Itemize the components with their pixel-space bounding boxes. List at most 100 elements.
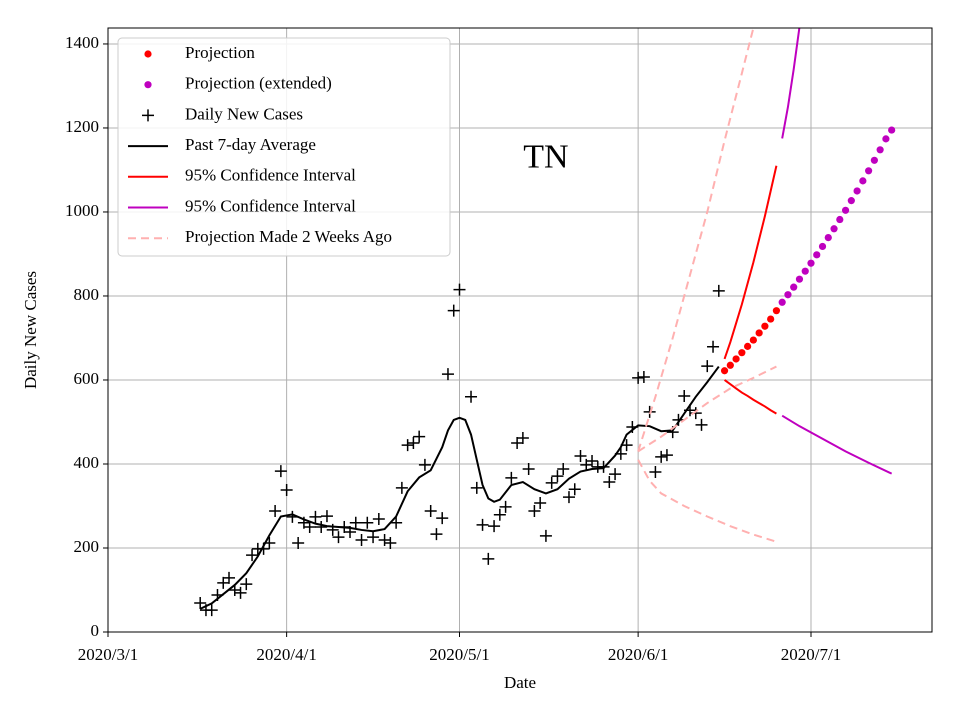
projection-dot bbox=[720, 367, 729, 375]
data-point bbox=[355, 534, 368, 547]
data-point bbox=[320, 510, 333, 523]
data-point bbox=[603, 476, 616, 489]
data-point bbox=[557, 463, 570, 476]
data-point bbox=[516, 431, 529, 444]
projection-dot bbox=[876, 146, 884, 154]
projection-dot bbox=[818, 242, 827, 251]
x-tick-label: 2020/4/1 bbox=[256, 645, 316, 664]
data-point bbox=[390, 516, 403, 529]
series-line bbox=[637, 28, 755, 452]
data-point bbox=[655, 450, 668, 463]
data-point bbox=[234, 586, 247, 599]
legend-label: 95% Confidence Interval bbox=[185, 166, 356, 185]
data-point bbox=[240, 578, 253, 591]
data-point bbox=[586, 455, 599, 468]
projection-dot bbox=[847, 197, 855, 205]
projection-dot bbox=[726, 361, 734, 369]
y-tick-label: 600 bbox=[74, 369, 100, 388]
projection-dot bbox=[732, 355, 740, 363]
projection-dot bbox=[744, 342, 752, 350]
legend-label: 95% Confidence Interval bbox=[185, 196, 356, 215]
data-point bbox=[246, 549, 259, 562]
y-tick-label: 400 bbox=[74, 453, 100, 472]
projection-dot bbox=[865, 167, 873, 175]
data-point bbox=[712, 284, 725, 297]
data-point bbox=[522, 463, 535, 476]
data-point bbox=[534, 497, 547, 510]
data-point bbox=[430, 528, 443, 541]
projection-dot bbox=[767, 315, 775, 323]
x-tick-label: 2020/6/1 bbox=[608, 645, 668, 664]
projection-dot bbox=[801, 267, 809, 275]
data-point bbox=[384, 536, 397, 549]
series-line bbox=[723, 165, 778, 360]
data-point bbox=[695, 418, 708, 431]
data-point bbox=[194, 597, 207, 610]
projection-dot bbox=[882, 135, 890, 143]
data-point bbox=[315, 520, 328, 533]
projection-dot bbox=[772, 307, 781, 315]
projection-dot bbox=[870, 156, 878, 164]
data-point bbox=[551, 470, 564, 483]
projection-dot bbox=[755, 329, 763, 337]
y-axis-label: Daily New Cases bbox=[21, 271, 40, 389]
axes: 2020/3/1 2020/4/1 2020/5/1 2020/6/1 2020/7/1… bbox=[65, 33, 841, 664]
legend-label: Daily New Cases bbox=[185, 104, 303, 123]
data-point bbox=[378, 534, 391, 547]
x-tick-label: 2020/5/1 bbox=[429, 645, 489, 664]
data-point bbox=[545, 476, 558, 489]
legend-label: Past 7-day Average bbox=[185, 135, 316, 154]
y-tick-label: 1200 bbox=[65, 117, 99, 136]
data-point bbox=[672, 413, 685, 426]
data-point bbox=[499, 500, 512, 513]
projection-dot bbox=[790, 283, 798, 291]
axes-frame bbox=[107, 27, 933, 633]
data-point bbox=[309, 510, 322, 523]
data-point bbox=[678, 389, 691, 402]
legend-box bbox=[117, 37, 451, 257]
x-axis-label: Date bbox=[504, 673, 536, 692]
series-line bbox=[723, 379, 777, 415]
data-point bbox=[482, 552, 495, 565]
series-line bbox=[199, 365, 720, 610]
projection-dot bbox=[807, 259, 815, 267]
data-point bbox=[707, 340, 720, 353]
data-point bbox=[269, 505, 282, 518]
data-point bbox=[361, 516, 374, 529]
projection-dot bbox=[830, 225, 838, 233]
data-point bbox=[413, 430, 426, 443]
series-line bbox=[781, 28, 801, 139]
series-line bbox=[637, 459, 777, 543]
series-line bbox=[637, 365, 777, 453]
data-point bbox=[528, 505, 541, 518]
data-point bbox=[632, 371, 645, 384]
legend-marker bbox=[144, 81, 152, 89]
data-point bbox=[505, 471, 518, 484]
legend-label: Projection bbox=[185, 43, 255, 62]
data-point bbox=[493, 508, 506, 521]
x-tick-label: 2020/3/1 bbox=[78, 645, 138, 664]
data-point bbox=[436, 512, 449, 525]
data-point bbox=[488, 520, 501, 533]
projection-dot bbox=[738, 349, 746, 357]
data-point bbox=[372, 513, 385, 526]
projection-dot bbox=[841, 206, 850, 214]
projection-dot bbox=[813, 251, 821, 259]
legend-label: Projection (extended) bbox=[185, 74, 332, 93]
data-point bbox=[568, 483, 581, 496]
data-point bbox=[447, 304, 460, 317]
x-tick-label: 2020/7/1 bbox=[781, 645, 841, 664]
data-point bbox=[292, 536, 305, 549]
data-point bbox=[395, 481, 408, 494]
data-point bbox=[274, 465, 287, 478]
data-point bbox=[649, 465, 662, 478]
projection-dot bbox=[888, 126, 896, 134]
data-point bbox=[470, 481, 483, 494]
data-point bbox=[701, 360, 714, 373]
data-point bbox=[574, 450, 587, 463]
data-point bbox=[562, 491, 575, 504]
data-point bbox=[401, 439, 414, 452]
data-point bbox=[511, 436, 524, 449]
